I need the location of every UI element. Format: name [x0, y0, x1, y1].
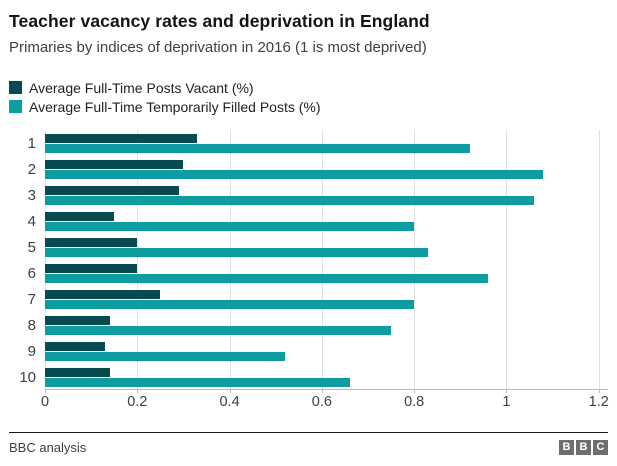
- chart-row: [45, 234, 608, 260]
- chart-row: [45, 260, 608, 286]
- chart-row: [45, 156, 608, 182]
- bbc-logo-block: B: [576, 440, 591, 455]
- plot-area: [45, 130, 608, 393]
- x-tick-label: 0: [40, 394, 50, 410]
- category-label: 4: [27, 212, 36, 230]
- axis-tick: [45, 389, 46, 393]
- legend-item-vacant: Average Full-Time Posts Vacant (%): [9, 79, 608, 96]
- gridline: [45, 130, 46, 389]
- x-tick-label: 1.2: [588, 394, 609, 410]
- bar: [45, 368, 110, 377]
- bar: [45, 144, 470, 153]
- x-tick-label: 0.4: [219, 394, 240, 410]
- bar: [45, 238, 138, 247]
- category-label: 9: [27, 342, 36, 360]
- category-label: 8: [27, 316, 36, 334]
- bar: [45, 212, 115, 221]
- axis-tick: [506, 389, 508, 393]
- x-tick-label: 0.6: [311, 394, 332, 410]
- gridline: [506, 130, 508, 389]
- bar-rows: [45, 130, 608, 389]
- legend: Average Full-Time Posts Vacant (%) Avera…: [9, 79, 608, 115]
- chart-row: [45, 364, 608, 390]
- category-label: 1: [27, 134, 36, 152]
- x-tick-label: 0.2: [127, 394, 148, 410]
- source-credit: BBC analysis: [9, 440, 87, 455]
- category-label: 2: [27, 160, 36, 178]
- bar: [45, 352, 285, 361]
- x-tick-label: 0.8: [404, 394, 425, 410]
- legend-label: Average Full-Time Temporarily Filled Pos…: [29, 98, 321, 115]
- chart-row: [45, 312, 608, 338]
- bar: [45, 326, 392, 335]
- bbc-logo-block: B: [559, 440, 574, 455]
- bar: [45, 248, 429, 257]
- chart-row: [45, 182, 608, 208]
- category-label: 10: [19, 368, 36, 386]
- bar: [45, 186, 179, 195]
- bar: [45, 160, 184, 169]
- footer-divider: [9, 432, 608, 433]
- bar: [45, 264, 138, 273]
- bar: [45, 274, 489, 283]
- bar: [45, 300, 415, 309]
- chart-row: [45, 286, 608, 312]
- bar: [45, 316, 110, 325]
- page-title: Teacher vacancy rates and deprivation in…: [9, 11, 430, 31]
- category-label: 6: [27, 264, 36, 282]
- legend-swatch-vacant-icon: [9, 81, 22, 94]
- axis-tick: [321, 389, 323, 393]
- axis-tick: [229, 389, 231, 393]
- axis-tick: [598, 389, 600, 393]
- gridline: [414, 130, 416, 389]
- axis-tick: [137, 389, 139, 393]
- chart-row: [45, 208, 608, 234]
- x-tick-label: 1: [502, 394, 511, 410]
- y-axis-labels: 1 2 3 4 5 6 7 8 9 10: [9, 130, 45, 390]
- bar: [45, 196, 535, 205]
- plot-wrap: 1 2 3 4 5 6 7 8 9 10: [9, 130, 608, 393]
- category-label: 7: [27, 290, 36, 308]
- bar: [45, 222, 415, 231]
- legend-item-temp-filled: Average Full-Time Temporarily Filled Pos…: [9, 98, 608, 115]
- gridline: [137, 130, 139, 389]
- legend-label: Average Full-Time Posts Vacant (%): [29, 79, 254, 96]
- chart-row: [45, 338, 608, 364]
- bar: [45, 170, 544, 179]
- axis-tick: [414, 389, 416, 393]
- bar: [45, 342, 105, 351]
- legend-swatch-temp-filled-icon: [9, 100, 22, 113]
- bbc-logo-block: C: [593, 440, 608, 455]
- bar-chart: 1 2 3 4 5 6 7 8 9 10 0 0.2 0.4 0.6 0.8 1 1.2: [9, 130, 609, 411]
- bar: [45, 378, 350, 387]
- page-subtitle: Primaries by indices of deprivation in 2…: [9, 39, 427, 56]
- x-axis-labels: 0 0.2 0.4 0.6 0.8 1 1.2: [41, 390, 609, 411]
- gridline: [321, 130, 323, 389]
- category-label: 5: [27, 238, 36, 256]
- gridline: [598, 130, 600, 389]
- category-label: 3: [27, 186, 36, 204]
- gridline: [229, 130, 231, 389]
- bar: [45, 290, 161, 299]
- chart-row: [45, 130, 608, 156]
- bar: [45, 134, 198, 143]
